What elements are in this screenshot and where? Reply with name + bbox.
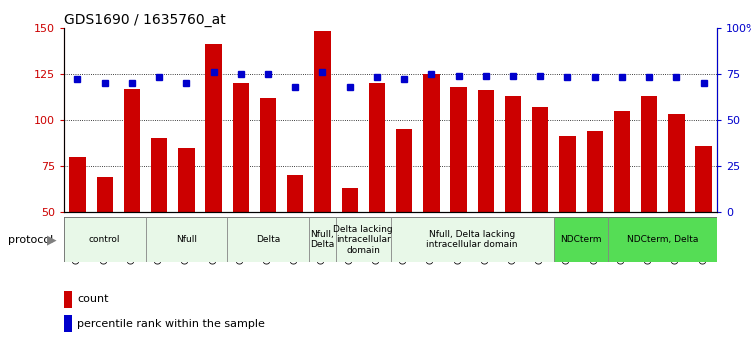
Bar — [641, 96, 657, 212]
Text: GDS1690 / 1635760_at: GDS1690 / 1635760_at — [64, 12, 225, 27]
Bar — [559, 137, 575, 212]
Bar — [64, 315, 72, 332]
Bar — [424, 74, 439, 212]
Bar — [608, 217, 717, 262]
Text: Delta: Delta — [256, 235, 280, 244]
Text: NDCterm, Delta: NDCterm, Delta — [627, 235, 698, 244]
Bar — [69, 157, 86, 212]
Text: control: control — [89, 235, 120, 244]
Bar — [614, 111, 630, 212]
Bar — [206, 44, 222, 212]
Bar — [287, 175, 303, 212]
Bar — [342, 188, 358, 212]
Bar — [587, 131, 603, 212]
Bar — [505, 96, 521, 212]
Bar — [695, 146, 712, 212]
Text: Delta lacking
intracellular
domain: Delta lacking intracellular domain — [333, 225, 393, 255]
Bar — [391, 217, 554, 262]
Text: Nfull,
Delta: Nfull, Delta — [310, 230, 335, 249]
Bar — [227, 217, 309, 262]
Bar — [260, 98, 276, 212]
Bar — [96, 177, 113, 212]
Bar — [233, 83, 249, 212]
Bar — [124, 89, 140, 212]
Text: count: count — [77, 294, 108, 304]
Text: percentile rank within the sample: percentile rank within the sample — [77, 318, 265, 328]
Bar — [336, 217, 391, 262]
Bar — [146, 217, 227, 262]
Bar — [554, 217, 608, 262]
Bar — [396, 129, 412, 212]
Text: NDCterm: NDCterm — [560, 235, 602, 244]
Bar — [478, 90, 494, 212]
Text: Nfull: Nfull — [176, 235, 197, 244]
Bar — [314, 31, 330, 212]
Bar — [64, 217, 146, 262]
Bar — [309, 217, 336, 262]
Bar — [451, 87, 467, 212]
Bar — [178, 148, 195, 212]
Text: ▶: ▶ — [47, 233, 57, 246]
Bar — [369, 83, 385, 212]
Bar — [64, 291, 72, 308]
Bar — [668, 114, 684, 212]
Text: protocol: protocol — [8, 235, 53, 245]
Bar — [151, 138, 167, 212]
Text: Nfull, Delta lacking
intracellular domain: Nfull, Delta lacking intracellular domai… — [427, 230, 518, 249]
Bar — [532, 107, 548, 212]
